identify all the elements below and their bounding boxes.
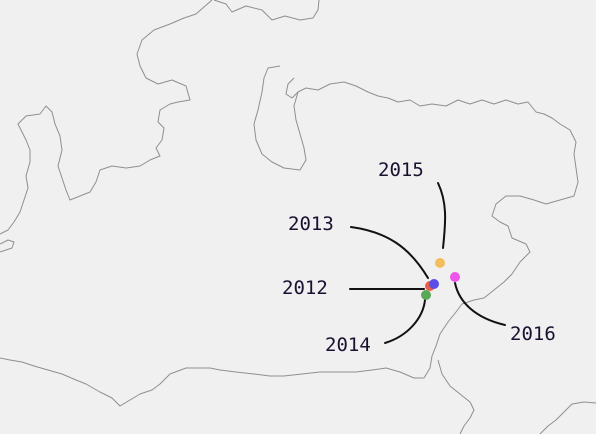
leader-lines [349,182,506,344]
region-boundary-north-east [0,65,579,407]
region-boundary-west-edge [0,239,15,253]
year-labels: 2015 2013 2012 2016 2014 [282,159,556,356]
year-label-2013: 2013 [288,213,334,235]
leader-line-2016 [454,282,506,326]
year-label-2012: 2012 [282,277,328,299]
year-label-2015: 2015 [378,159,424,181]
marker-2013[interactable] [429,279,439,289]
year-label-2014: 2014 [325,334,371,356]
region-boundary-outer [0,0,320,235]
year-label-2016: 2016 [510,323,556,345]
leader-line-2014 [384,299,426,344]
district-boundary-southeast [539,401,596,434]
district-boundary-inner [285,77,299,99]
marker-2016[interactable] [450,272,460,282]
leader-line-2013 [350,226,429,279]
marker-2014[interactable] [421,290,431,300]
district-boundary-south [437,359,475,434]
location-markers [421,258,460,300]
marker-2015[interactable] [435,258,445,268]
leader-line-2015 [437,182,447,249]
